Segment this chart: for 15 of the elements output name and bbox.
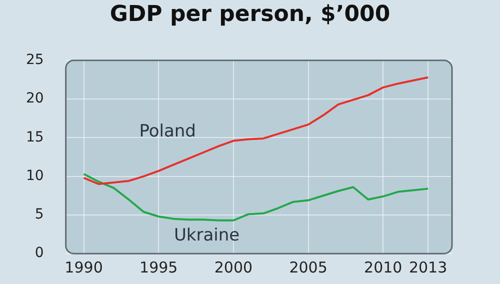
chart-title: GDP per person, $’000	[108, 2, 392, 27]
y-tick-label: 20	[26, 90, 44, 107]
x-tick-label: 2010	[364, 258, 402, 276]
series-label: Ukraine	[174, 226, 240, 246]
y-tick-label: 0	[34, 245, 44, 262]
y-tick-label: 15	[26, 129, 44, 146]
y-tick-label: 10	[26, 168, 44, 184]
x-tick-label: 2013	[408, 258, 448, 276]
x-tick-label: 2000	[214, 258, 253, 276]
series-label: Poland	[139, 121, 196, 142]
x-tick-label: 1990	[64, 258, 103, 276]
x-tick-label: 2005	[289, 258, 328, 276]
y-tick-label: 5	[34, 206, 44, 223]
y-tick-label: 25	[26, 52, 44, 68]
x-tick-label: 1995	[140, 258, 178, 276]
